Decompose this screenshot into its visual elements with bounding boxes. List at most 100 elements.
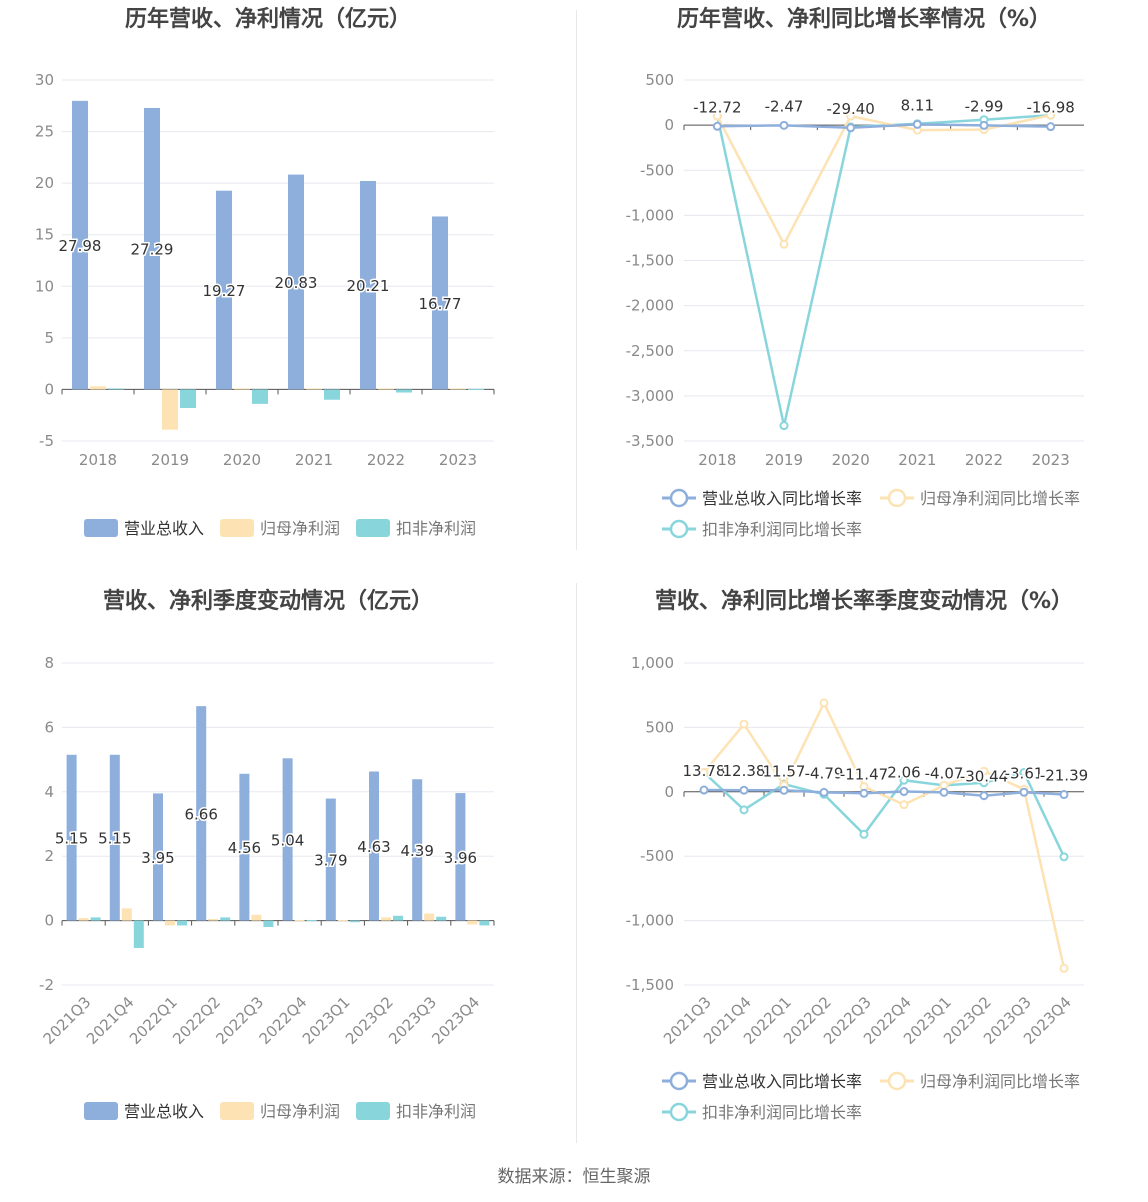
bar-parent-profit[interactable] bbox=[234, 388, 250, 390]
data-label: 20.21 bbox=[347, 277, 390, 295]
bar-revenue[interactable] bbox=[432, 216, 448, 390]
data-point[interactable] bbox=[1046, 110, 1056, 120]
data-point[interactable] bbox=[819, 698, 829, 708]
legend-item[interactable]: 营业总收入同比增长率 bbox=[662, 488, 862, 508]
bar-nonrecurring-profit[interactable] bbox=[349, 920, 360, 923]
bar-revenue[interactable] bbox=[282, 758, 293, 921]
data-point[interactable] bbox=[739, 805, 749, 815]
bar-nonrecurring-profit[interactable] bbox=[436, 916, 447, 921]
bar-parent-profit[interactable] bbox=[78, 918, 89, 921]
bar-nonrecurring-profit[interactable] bbox=[133, 920, 144, 948]
bar-parent-profit[interactable] bbox=[251, 914, 262, 921]
bar-nonrecurring-profit[interactable] bbox=[252, 389, 268, 404]
bar-nonrecurring-profit[interactable] bbox=[479, 920, 490, 926]
bar-nonrecurring-profit[interactable] bbox=[180, 389, 196, 408]
data-point[interactable] bbox=[939, 787, 949, 797]
data-label: 11.57 bbox=[763, 762, 806, 780]
data-point[interactable] bbox=[779, 785, 789, 795]
legend-item[interactable]: 归母净利润 bbox=[220, 519, 340, 538]
bar-nonrecurring-profit[interactable] bbox=[220, 917, 231, 921]
bar-revenue[interactable] bbox=[66, 754, 77, 921]
data-point[interactable] bbox=[912, 119, 922, 129]
data-point[interactable] bbox=[699, 767, 709, 777]
bar-revenue[interactable] bbox=[153, 793, 163, 921]
bar-nonrecurring-profit[interactable] bbox=[306, 919, 317, 921]
bar-nonrecurring-profit[interactable] bbox=[108, 388, 124, 390]
bar-parent-profit[interactable] bbox=[467, 920, 478, 925]
data-point[interactable] bbox=[1059, 852, 1069, 862]
bar-revenue[interactable] bbox=[412, 779, 423, 921]
data-point[interactable] bbox=[939, 780, 949, 790]
data-point[interactable] bbox=[979, 766, 989, 776]
bar-revenue[interactable] bbox=[72, 100, 88, 390]
bar-parent-profit[interactable] bbox=[424, 913, 435, 921]
data-point[interactable] bbox=[846, 111, 856, 121]
bar-parent-profit[interactable] bbox=[162, 389, 178, 430]
legend-item[interactable]: 归母净利润同比增长率 bbox=[880, 1071, 1080, 1091]
bar-nonrecurring-profit[interactable] bbox=[396, 389, 412, 393]
data-point[interactable] bbox=[979, 791, 989, 801]
data-point[interactable] bbox=[1019, 767, 1029, 777]
bar-nonrecurring-profit[interactable] bbox=[90, 917, 101, 921]
legend-item[interactable]: 扣非净利润同比增长率 bbox=[662, 1102, 862, 1122]
data-point[interactable] bbox=[712, 121, 722, 131]
bar-parent-profit[interactable] bbox=[121, 908, 132, 921]
legend-item[interactable]: 营业总收入同比增长率 bbox=[662, 1071, 862, 1091]
data-point[interactable] bbox=[779, 239, 789, 249]
data-point[interactable] bbox=[846, 123, 856, 133]
data-point[interactable] bbox=[979, 120, 989, 130]
bar-revenue[interactable] bbox=[144, 107, 160, 390]
data-point[interactable] bbox=[699, 785, 709, 795]
bar-revenue[interactable] bbox=[369, 771, 379, 921]
bar-parent-profit[interactable] bbox=[90, 386, 106, 390]
data-point[interactable] bbox=[859, 788, 869, 798]
bar-parent-profit[interactable] bbox=[337, 919, 348, 921]
bar-nonrecurring-profit[interactable] bbox=[468, 388, 484, 390]
data-point[interactable] bbox=[779, 421, 789, 431]
legend-item[interactable]: 营业总收入 bbox=[84, 519, 204, 538]
bar-parent-profit[interactable] bbox=[450, 388, 466, 390]
bar-parent-profit[interactable] bbox=[378, 388, 394, 390]
chart-svg: 营收、净利季度变动情况（亿元）-2024682021Q35.152021Q45.… bbox=[39, 588, 495, 1121]
bar-nonrecurring-profit[interactable] bbox=[177, 920, 187, 926]
chart-title: 营收、净利同比增长率季度变动情况（%） bbox=[655, 588, 1073, 614]
annual-growth-rate-chart: 历年营收、净利同比增长率情况（%） -3,500 -3,000 -2,500 -2,00… bbox=[578, 0, 1148, 560]
bar-revenue[interactable] bbox=[360, 180, 376, 390]
data-point[interactable] bbox=[859, 829, 869, 839]
bar-revenue[interactable] bbox=[455, 793, 466, 921]
legend-item[interactable]: 扣非净利润 bbox=[356, 519, 476, 538]
bar-nonrecurring-profit[interactable] bbox=[324, 389, 340, 400]
legend-item[interactable]: 归母净利润同比增长率 bbox=[880, 488, 1080, 508]
data-point[interactable] bbox=[899, 800, 909, 810]
bar-revenue[interactable] bbox=[325, 798, 336, 921]
data-point[interactable] bbox=[1059, 790, 1069, 800]
data-point[interactable] bbox=[1019, 787, 1029, 797]
legend-item[interactable]: 归母净利润 bbox=[220, 1102, 340, 1121]
bar-parent-profit[interactable] bbox=[381, 917, 391, 921]
data-point[interactable] bbox=[819, 787, 829, 797]
data-point[interactable] bbox=[979, 778, 989, 788]
bar-nonrecurring-profit[interactable] bbox=[393, 915, 403, 921]
data-label: 27.98 bbox=[59, 237, 102, 255]
data-point[interactable] bbox=[739, 785, 749, 795]
bar-revenue[interactable] bbox=[109, 754, 120, 921]
bar-revenue[interactable] bbox=[196, 706, 207, 921]
data-point[interactable] bbox=[712, 111, 722, 121]
bar-parent-profit[interactable] bbox=[165, 920, 175, 926]
bar-revenue[interactable] bbox=[239, 773, 250, 921]
data-point[interactable] bbox=[899, 775, 909, 785]
bar-revenue[interactable] bbox=[216, 190, 232, 390]
data-point[interactable] bbox=[1059, 963, 1069, 973]
legend-item[interactable]: 扣非净利润同比增长率 bbox=[662, 519, 862, 539]
bar-parent-profit[interactable] bbox=[294, 919, 305, 921]
bar-nonrecurring-profit[interactable] bbox=[263, 920, 274, 928]
legend-item[interactable]: 扣非净利润 bbox=[356, 1102, 476, 1121]
data-point[interactable] bbox=[739, 719, 749, 729]
data-point[interactable] bbox=[1046, 122, 1056, 132]
bar-revenue[interactable] bbox=[288, 174, 304, 390]
bar-parent-profit[interactable] bbox=[208, 918, 219, 921]
data-point[interactable] bbox=[899, 787, 909, 797]
legend-item[interactable]: 营业总收入 bbox=[84, 1102, 204, 1121]
data-point[interactable] bbox=[779, 120, 789, 130]
bar-parent-profit[interactable] bbox=[306, 388, 322, 390]
